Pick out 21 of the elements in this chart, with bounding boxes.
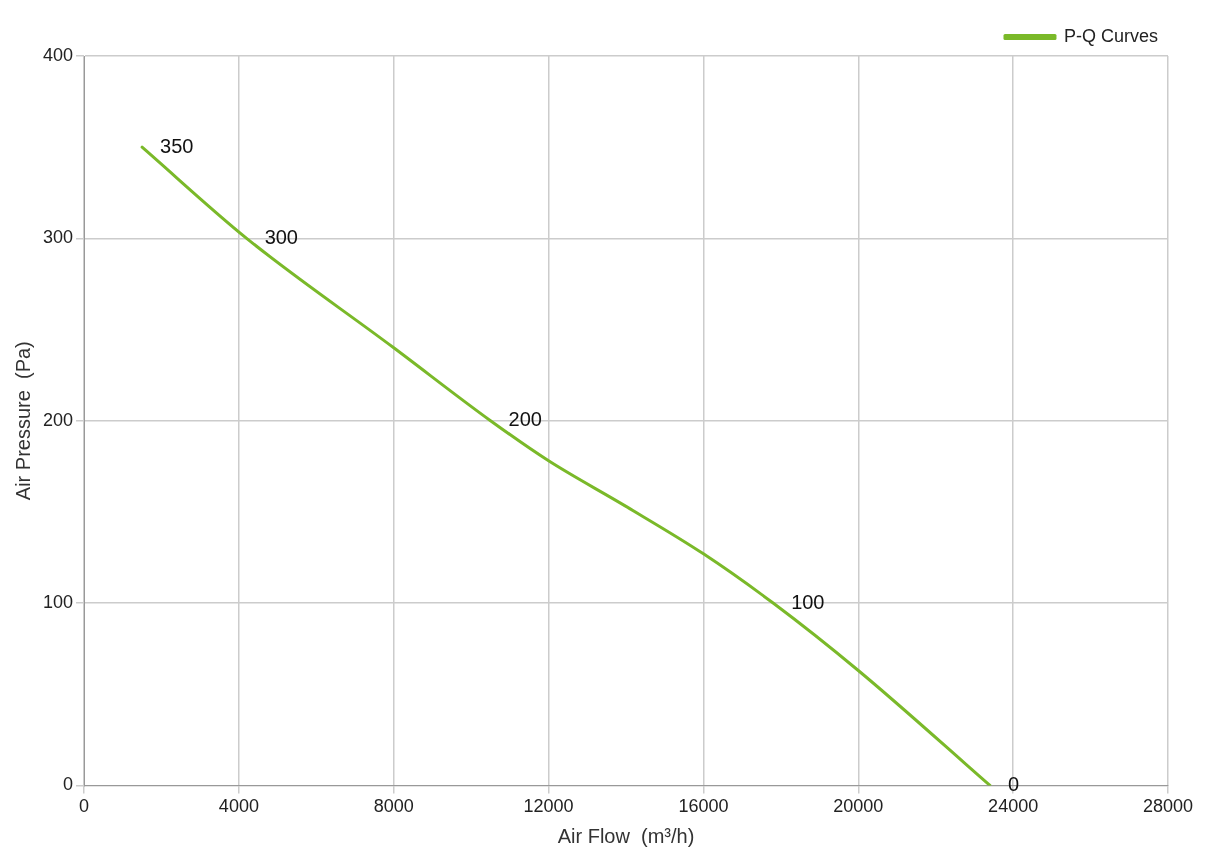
data-label: 200 xyxy=(508,408,542,431)
x-tick-label: 4000 xyxy=(218,796,259,817)
y-tick-label: 400 xyxy=(42,44,74,65)
x-tick-label: 24000 xyxy=(988,796,1039,817)
y-axis-title: Air Pressure (Pa) xyxy=(11,341,34,501)
x-tick-label: 12000 xyxy=(523,796,574,817)
legend-label: P-Q Curves xyxy=(1063,25,1159,46)
y-tick-label: 100 xyxy=(42,592,74,613)
y-tick-label: 0 xyxy=(63,774,74,795)
x-tick-label: 16000 xyxy=(678,796,729,817)
data-label: 0 xyxy=(1007,772,1020,795)
x-tick-label: 20000 xyxy=(833,796,884,817)
data-label: 350 xyxy=(160,134,194,157)
y-tick-label: 200 xyxy=(42,409,74,430)
data-label: 100 xyxy=(791,590,825,613)
x-tick-label: 28000 xyxy=(1142,796,1194,817)
x-tick-label: 0 xyxy=(79,796,90,817)
y-tick-label: 300 xyxy=(42,227,74,248)
x-axis-title: Air Flow (m³/h) xyxy=(557,824,695,847)
data-label: 300 xyxy=(264,225,298,248)
x-tick-label: 8000 xyxy=(373,796,414,817)
